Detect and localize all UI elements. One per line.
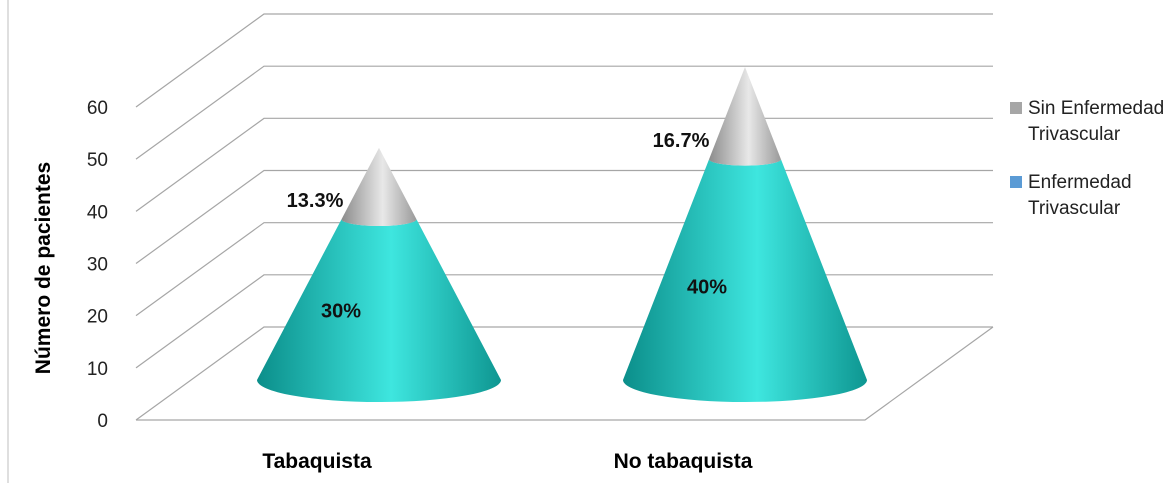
y-tick-label: 0 bbox=[97, 411, 108, 432]
cones bbox=[257, 67, 867, 402]
data-label: 16.7% bbox=[653, 130, 710, 152]
cone-segment-enfermedad-trivascular bbox=[623, 159, 867, 402]
x-axis-categories: Tabaquista No tabaquista bbox=[262, 450, 752, 473]
gridline bbox=[135, 117, 993, 212]
y-tick-label: 50 bbox=[87, 150, 108, 171]
cone-segment-sin-enfermedad-trivascular bbox=[709, 67, 781, 166]
y-tick-label: 10 bbox=[87, 359, 108, 380]
cone-segment-enfermedad-trivascular bbox=[257, 219, 501, 402]
gridline bbox=[135, 222, 993, 317]
y-tick-label: 40 bbox=[87, 202, 108, 223]
legend-item: Sin Enfermedad Trivascular bbox=[1010, 96, 1170, 148]
cone-segment-sin-enfermedad-trivascular bbox=[341, 147, 417, 226]
y-axis-ticks: 0 10 20 30 40 50 60 bbox=[87, 98, 108, 432]
gridline bbox=[135, 13, 993, 108]
y-tick-label: 60 bbox=[87, 98, 108, 119]
legend-label: Enfermedad Trivascular bbox=[1028, 172, 1132, 219]
gridline bbox=[135, 169, 993, 264]
x-category-label: Tabaquista bbox=[262, 450, 372, 473]
data-label: 40% bbox=[687, 277, 727, 299]
y-tick-label: 20 bbox=[87, 307, 108, 328]
y-tick-label: 30 bbox=[87, 255, 108, 276]
legend-item: Enfermedad Trivascular bbox=[1010, 170, 1170, 222]
y-axis-title: Número de pacientes bbox=[32, 162, 55, 374]
gridline bbox=[135, 65, 993, 160]
legend-label: Sin Enfermedad Trivascular bbox=[1028, 98, 1165, 145]
data-label: 13.3% bbox=[287, 190, 344, 212]
legend: Sin Enfermedad Trivascular Enfermedad Tri… bbox=[1010, 96, 1170, 244]
legend-swatch bbox=[1010, 176, 1022, 188]
x-category-label: No tabaquista bbox=[614, 450, 753, 473]
data-label: 30% bbox=[321, 301, 361, 323]
floor-edge bbox=[136, 326, 994, 421]
grid bbox=[135, 13, 994, 421]
legend-swatch bbox=[1010, 102, 1022, 114]
gridline bbox=[135, 274, 993, 369]
data-labels: 30% 13.3% 40% 16.7% bbox=[287, 130, 728, 322]
